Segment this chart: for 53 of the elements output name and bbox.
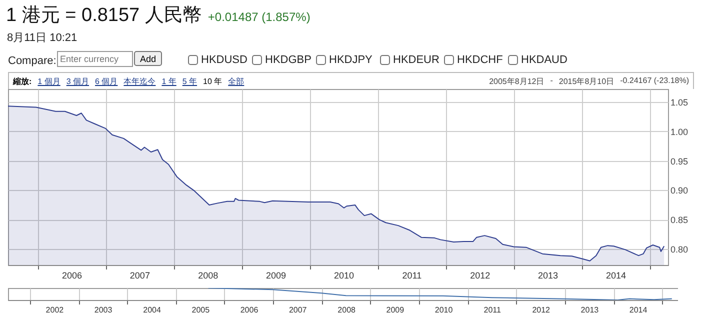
x-tick-label: 2011 — [484, 306, 502, 314]
x-tick-label: 2014 — [629, 306, 648, 314]
x-tick-label: 2012 — [532, 306, 551, 314]
text: 全部 — [228, 76, 244, 87]
text: HKDJPY — [329, 54, 372, 66]
x-tick-label: 2004 — [143, 306, 162, 314]
text: 縮放: — [13, 76, 32, 87]
x-tick-label: 2012 — [470, 270, 490, 280]
x-tick-label: 2005 — [192, 306, 210, 314]
x-tick-label: 2007 — [130, 270, 150, 280]
text: 8月11日 10:21 — [7, 31, 78, 45]
text: HKDUSD — [201, 54, 248, 66]
text: 3 個月 — [66, 76, 90, 87]
y-tick-label: 0.85 — [670, 215, 688, 226]
text-field: Enter currency — [57, 51, 133, 67]
text: HKDGBP — [265, 54, 312, 66]
x-tick-label: 2007 — [288, 306, 308, 314]
text: 本年迄今 — [124, 76, 156, 87]
x-tick-label: 2006 — [240, 306, 259, 314]
x-tick-label: 2014 — [606, 270, 626, 280]
x-tick-label: 2003 — [94, 306, 113, 314]
text: Compare: — [8, 55, 56, 67]
x-tick-label: 2009 — [386, 306, 405, 314]
y-tick-label: 0.80 — [670, 244, 688, 255]
y-tick-label: 1.05 — [670, 97, 688, 108]
text: Add — [134, 51, 162, 66]
y-tick-label: 0.90 — [670, 186, 688, 196]
text: 1 年 — [162, 76, 176, 87]
text: HKDAUD — [521, 54, 568, 66]
x-tick-label: 2011 — [402, 270, 422, 280]
text: 1 個月 — [38, 76, 60, 87]
x-tick-label: 2002 — [46, 306, 64, 314]
text: 2005年8月12日 — [489, 76, 544, 87]
text: 6 個月 — [95, 76, 118, 87]
x-tick-label: 2006 — [62, 270, 82, 280]
x-tick-label: 2008 — [338, 306, 356, 314]
x-tick-label: 2013 — [538, 270, 558, 280]
text: HKDCHF — [457, 54, 503, 66]
chart-title: 1 港元 = 0.8157 人民幣 — [6, 5, 202, 26]
text: 10 年 — [203, 76, 222, 87]
x-tick-label: 2010 — [434, 306, 454, 314]
text: - — [550, 76, 553, 87]
text: -0.24167 (-23.18%) — [620, 76, 689, 87]
y-tick-label: 1.00 — [670, 126, 688, 137]
x-tick-label: 2010 — [334, 270, 354, 280]
text: 2015年8月10日 — [558, 76, 614, 87]
x-tick-label: 2009 — [266, 270, 286, 280]
x-tick-label: 2008 — [198, 270, 218, 280]
x-tick-label: 2013 — [580, 306, 600, 314]
text: HKDEUR — [393, 54, 440, 66]
chart-subtitle: +0.01487 (1.857%) — [208, 10, 310, 24]
text: 5 年 — [182, 76, 198, 87]
y-tick-label: 0.95 — [670, 156, 688, 166]
